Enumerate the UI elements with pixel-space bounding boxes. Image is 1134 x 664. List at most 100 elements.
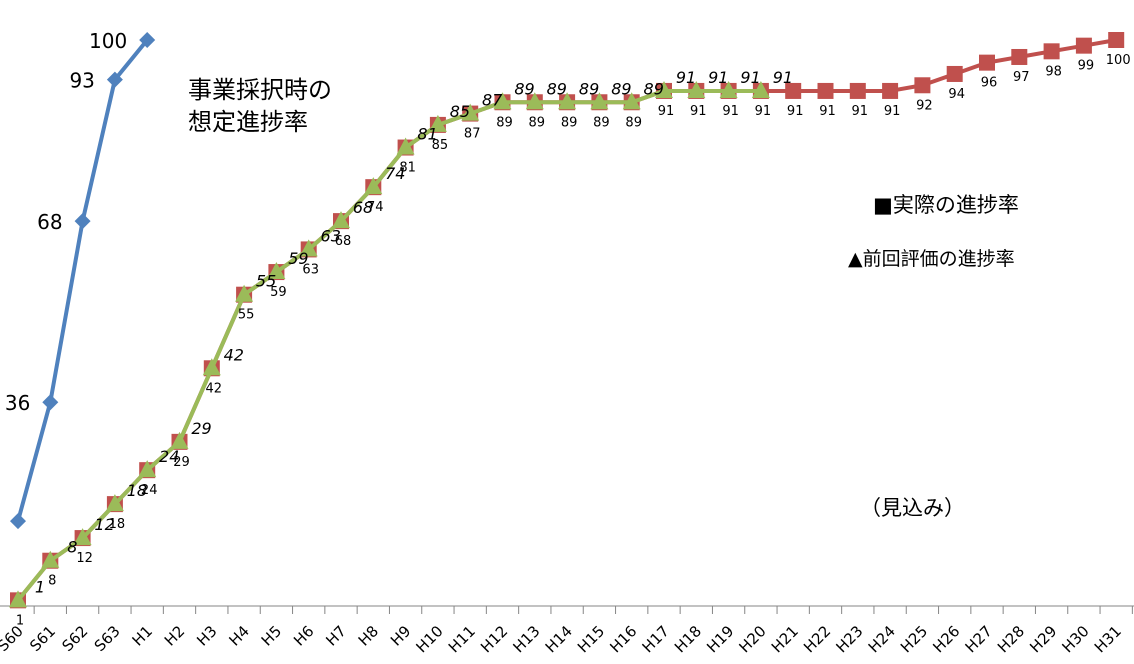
marker bbox=[849, 82, 866, 99]
data-label: 63 bbox=[302, 262, 319, 277]
marker bbox=[396, 137, 415, 155]
data-label: 100 bbox=[89, 29, 127, 53]
x-tick-label: H30 bbox=[1059, 622, 1093, 656]
x-tick-label: H11 bbox=[445, 622, 479, 656]
marker bbox=[622, 92, 641, 110]
data-label: 94 bbox=[948, 87, 965, 102]
data-label: 91 bbox=[852, 104, 869, 119]
x-tick-label: H8 bbox=[355, 622, 382, 649]
data-label: 8 bbox=[67, 538, 77, 557]
data-label: 89 bbox=[611, 79, 631, 98]
x-tick-label: H4 bbox=[225, 622, 252, 649]
data-label: 91 bbox=[690, 104, 707, 119]
data-label: 91 bbox=[773, 68, 793, 87]
data-label: 74 bbox=[367, 200, 384, 215]
x-tick-label: H17 bbox=[639, 622, 673, 656]
series-label: 事業採択時の 想定進捗率 bbox=[188, 76, 332, 136]
x-tick-label: H5 bbox=[258, 622, 285, 649]
marker bbox=[105, 494, 124, 512]
x-tick-label: H10 bbox=[413, 622, 447, 656]
marker bbox=[979, 54, 995, 71]
marker bbox=[687, 80, 706, 98]
data-label: 91 bbox=[708, 68, 728, 87]
marker bbox=[493, 92, 512, 110]
data-label: 12 bbox=[94, 515, 114, 534]
marker bbox=[299, 239, 318, 257]
x-tick-label: H27 bbox=[962, 622, 996, 656]
x-tick-label: H31 bbox=[1091, 622, 1125, 656]
marker bbox=[41, 550, 60, 568]
marker bbox=[914, 77, 931, 94]
data-label: 89 bbox=[496, 115, 513, 130]
data-label: 68 bbox=[335, 234, 352, 249]
marker bbox=[1108, 32, 1125, 48]
x-tick-label: H3 bbox=[193, 622, 220, 649]
data-label: 85 bbox=[450, 102, 470, 121]
data-label: 92 bbox=[916, 98, 933, 113]
data-label: 59 bbox=[288, 249, 308, 268]
x-tick-label: H23 bbox=[832, 622, 866, 656]
x-tick-label: H2 bbox=[161, 622, 188, 649]
marker bbox=[235, 284, 254, 302]
data-label: 89 bbox=[547, 79, 567, 98]
marker bbox=[751, 80, 770, 98]
data-label: 99 bbox=[1078, 59, 1095, 74]
data-label: 85 bbox=[432, 138, 449, 153]
marker bbox=[1011, 48, 1028, 65]
data-label: 91 bbox=[676, 68, 696, 87]
annotation: （見込み） bbox=[860, 496, 965, 520]
x-tick-label: S63 bbox=[91, 622, 124, 655]
data-label: 91 bbox=[755, 104, 772, 119]
marker bbox=[73, 528, 92, 546]
data-label: 89 bbox=[644, 79, 664, 98]
marker bbox=[946, 65, 963, 82]
data-label: 29 bbox=[173, 455, 190, 470]
x-tick-label: H24 bbox=[865, 622, 899, 656]
data-label: 63 bbox=[321, 226, 341, 245]
x-tick-label: H25 bbox=[897, 622, 931, 656]
x-tick-label: S62 bbox=[58, 622, 91, 655]
data-label: 91 bbox=[787, 104, 804, 119]
marker bbox=[882, 82, 899, 99]
x-tick-label: H6 bbox=[290, 622, 317, 649]
x-tick-label: H15 bbox=[574, 622, 608, 656]
data-label: 81 bbox=[399, 161, 416, 176]
data-label: 89 bbox=[625, 115, 642, 130]
data-label: 74 bbox=[385, 164, 405, 183]
marker bbox=[428, 114, 447, 132]
data-label: 29 bbox=[191, 419, 211, 438]
marker bbox=[74, 213, 91, 230]
marker bbox=[9, 590, 27, 608]
x-tick-label: H13 bbox=[509, 622, 543, 656]
data-label: 81 bbox=[417, 125, 437, 144]
data-label: 12 bbox=[76, 551, 93, 566]
legend-entry: ■実際の進捗率 bbox=[873, 193, 1019, 217]
x-tick-label: H20 bbox=[736, 622, 770, 656]
x-tick-label: H16 bbox=[606, 622, 640, 656]
data-label: 91 bbox=[884, 104, 901, 119]
data-label: 91 bbox=[658, 104, 675, 119]
data-label: 91 bbox=[722, 104, 739, 119]
data-label: 89 bbox=[514, 79, 534, 98]
data-label: 59 bbox=[270, 285, 287, 300]
x-tick-label: H21 bbox=[768, 622, 802, 656]
series-line bbox=[16, 38, 149, 522]
marker bbox=[817, 82, 834, 99]
data-label: 89 bbox=[529, 115, 546, 130]
data-label: 18 bbox=[127, 481, 147, 500]
x-tick-label: H19 bbox=[703, 622, 737, 656]
x-tick-label: H14 bbox=[542, 622, 576, 656]
data-label: 18 bbox=[109, 517, 126, 532]
data-label: 91 bbox=[740, 68, 760, 87]
data-label: 93 bbox=[69, 69, 94, 93]
data-label: 89 bbox=[561, 115, 578, 130]
marker bbox=[364, 177, 383, 195]
marker bbox=[202, 358, 221, 376]
data-label: 91 bbox=[819, 104, 836, 119]
marker bbox=[558, 92, 577, 110]
x-tick-label: S61 bbox=[26, 622, 59, 655]
legend-entry: ▲前回評価の進捗率 bbox=[848, 248, 1015, 270]
data-label: 68 bbox=[37, 210, 62, 234]
marker bbox=[106, 71, 123, 88]
marker bbox=[170, 431, 189, 449]
